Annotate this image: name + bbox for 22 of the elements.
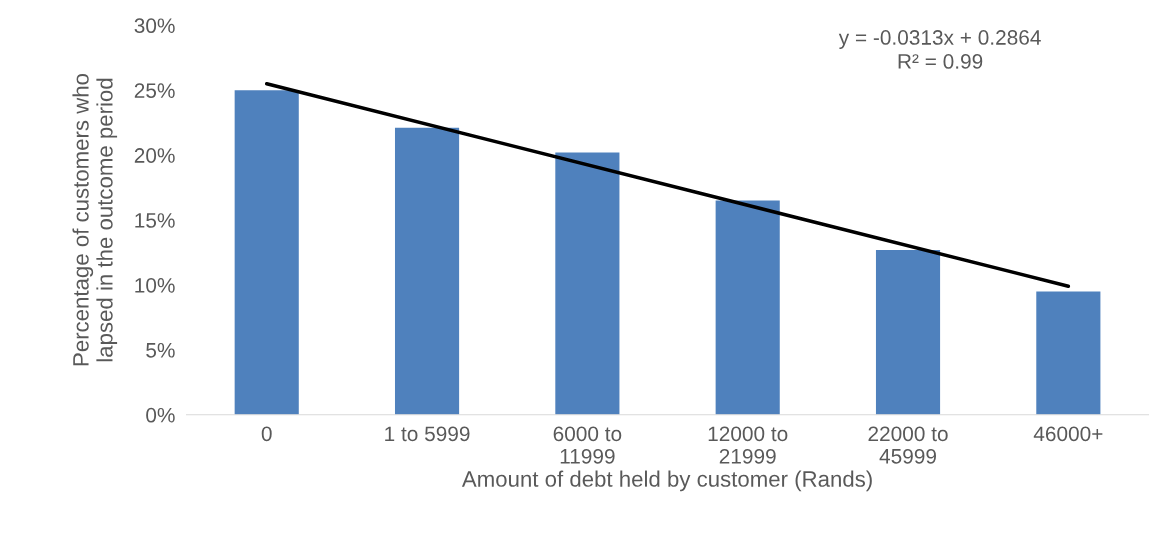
y-tick-label: 5% xyxy=(146,342,175,358)
x-axis-title: Amount of debt held by customer (Rands) xyxy=(461,470,872,492)
y-tick-label: 25% xyxy=(134,83,175,98)
y-tick-label: 0% xyxy=(146,407,175,423)
y-tick-label: 15% xyxy=(135,213,175,228)
bar xyxy=(394,127,460,415)
bar xyxy=(234,90,299,415)
y-tick-label: 10% xyxy=(135,277,175,293)
bar xyxy=(875,249,941,415)
bar xyxy=(715,200,780,415)
x-tick-label: 6000 to 11999 xyxy=(553,426,622,464)
x-tick-label: 12000 to 21999 xyxy=(708,426,788,464)
x-tick-label: 46000+ xyxy=(1033,426,1103,442)
annotation: y = -0.0313x + 0.2864 R² = 0.99 xyxy=(838,30,1041,69)
bar xyxy=(1036,291,1101,415)
x-tick-label: 0 xyxy=(261,426,272,442)
y-tick-label: 30% xyxy=(134,18,175,34)
x-tick-label: 22000 to 45999 xyxy=(868,426,948,464)
x-tick-label: 1 to 5999 xyxy=(385,426,470,442)
y-tick-label: 20% xyxy=(134,148,175,163)
bar xyxy=(555,152,620,415)
y-axis-title: Percentage of customers who lapsed in the outcome period xyxy=(72,73,118,366)
